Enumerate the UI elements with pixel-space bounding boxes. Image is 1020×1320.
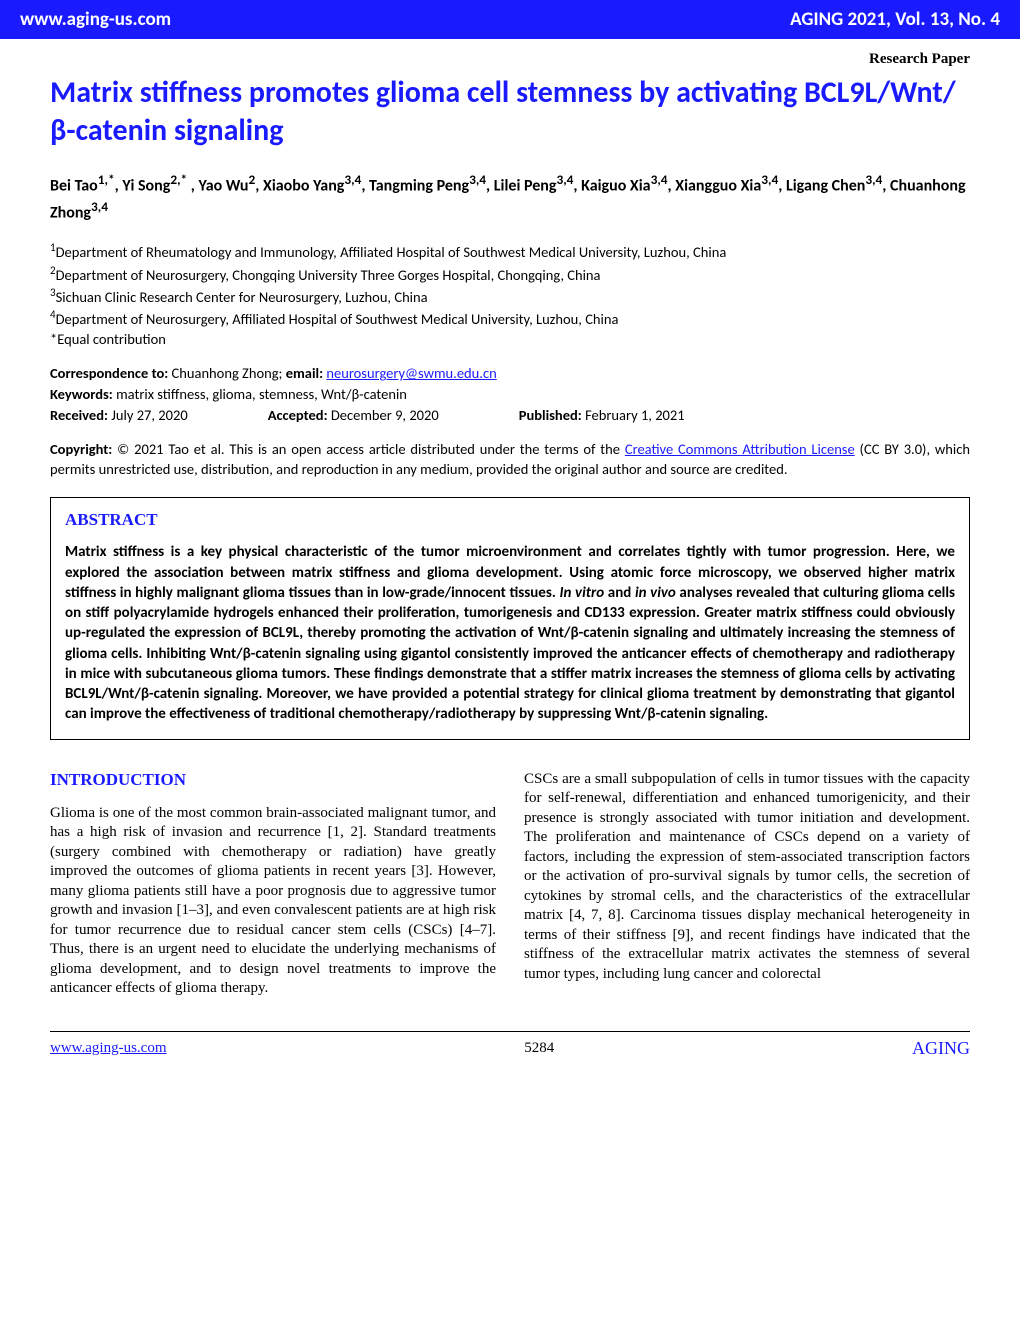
accepted-date: Accepted: December 9, 2020 <box>268 405 439 426</box>
page-footer: www.aging-us.com 5284 AGING <box>0 1032 1020 1077</box>
introduction-text-left: Glioma is one of the most common brain-a… <box>50 804 496 999</box>
copyright-block: Copyright: © 2021 Tao et al. This is an … <box>50 440 970 479</box>
dates-row: Received: July 27, 2020 Accepted: Decemb… <box>50 405 970 426</box>
page-content: Research Paper Matrix stiffness promotes… <box>0 39 1020 999</box>
abstract-box: ABSTRACT Matrix stiffness is a key physi… <box>50 497 970 739</box>
article-title: Matrix stiffness promotes glioma cell st… <box>50 74 970 149</box>
column-left: INTRODUCTION Glioma is one of the most c… <box>50 770 496 999</box>
abstract-heading: ABSTRACT <box>65 510 955 530</box>
keywords-line: Keywords: matrix stiffness, glioma, stem… <box>50 384 970 405</box>
abstract-text: Matrix stiffness is a key physical chara… <box>65 542 955 724</box>
journal-issue: AGING 2021, Vol. 13, No. 4 <box>790 8 1000 31</box>
website-url: www.aging-us.com <box>20 8 171 31</box>
introduction-heading: INTRODUCTION <box>50 770 496 790</box>
introduction-text-right: CSCs are a small subpopulation of cells … <box>524 770 970 985</box>
journal-header-bar: www.aging-us.com AGING 2021, Vol. 13, No… <box>0 0 1020 39</box>
cc-license-link[interactable]: Creative Commons Attribution License <box>625 440 855 458</box>
received-date: Received: July 27, 2020 <box>50 405 188 426</box>
correspondence-block: Correspondence to: Chuanhong Zhong; emai… <box>50 363 970 426</box>
body-columns: INTRODUCTION Glioma is one of the most c… <box>50 770 970 999</box>
footer-journal-name: AGING <box>912 1038 970 1059</box>
page-number: 5284 <box>524 1040 554 1057</box>
keywords-value: matrix stiffness, glioma, stemness, Wnt/… <box>113 385 407 403</box>
published-date: Published: February 1, 2021 <box>519 405 685 426</box>
copyright-label: Copyright: <box>50 440 112 458</box>
authors-list: Bei Tao1,*, Yi Song2,* , Yao Wu2, Xiaobo… <box>50 171 970 224</box>
correspondence-line: Correspondence to: Chuanhong Zhong; emai… <box>50 363 970 384</box>
copyright-pre: © 2021 Tao et al. This is an open access… <box>112 440 625 458</box>
keywords-label: Keywords: <box>50 385 113 403</box>
footer-website-link[interactable]: www.aging-us.com <box>50 1040 167 1057</box>
paper-type-label: Research Paper <box>50 51 970 68</box>
email-label: email: <box>286 364 323 382</box>
correspondence-to-label: Correspondence to: <box>50 364 168 382</box>
correspondence-email-link[interactable]: neurosurgery@swmu.edu.cn <box>326 364 496 382</box>
affiliations-list: 1Department of Rheumatology and Immunolo… <box>50 240 970 349</box>
column-right: CSCs are a small subpopulation of cells … <box>524 770 970 999</box>
correspondence-to-value: Chuanhong Zhong; <box>168 364 285 382</box>
